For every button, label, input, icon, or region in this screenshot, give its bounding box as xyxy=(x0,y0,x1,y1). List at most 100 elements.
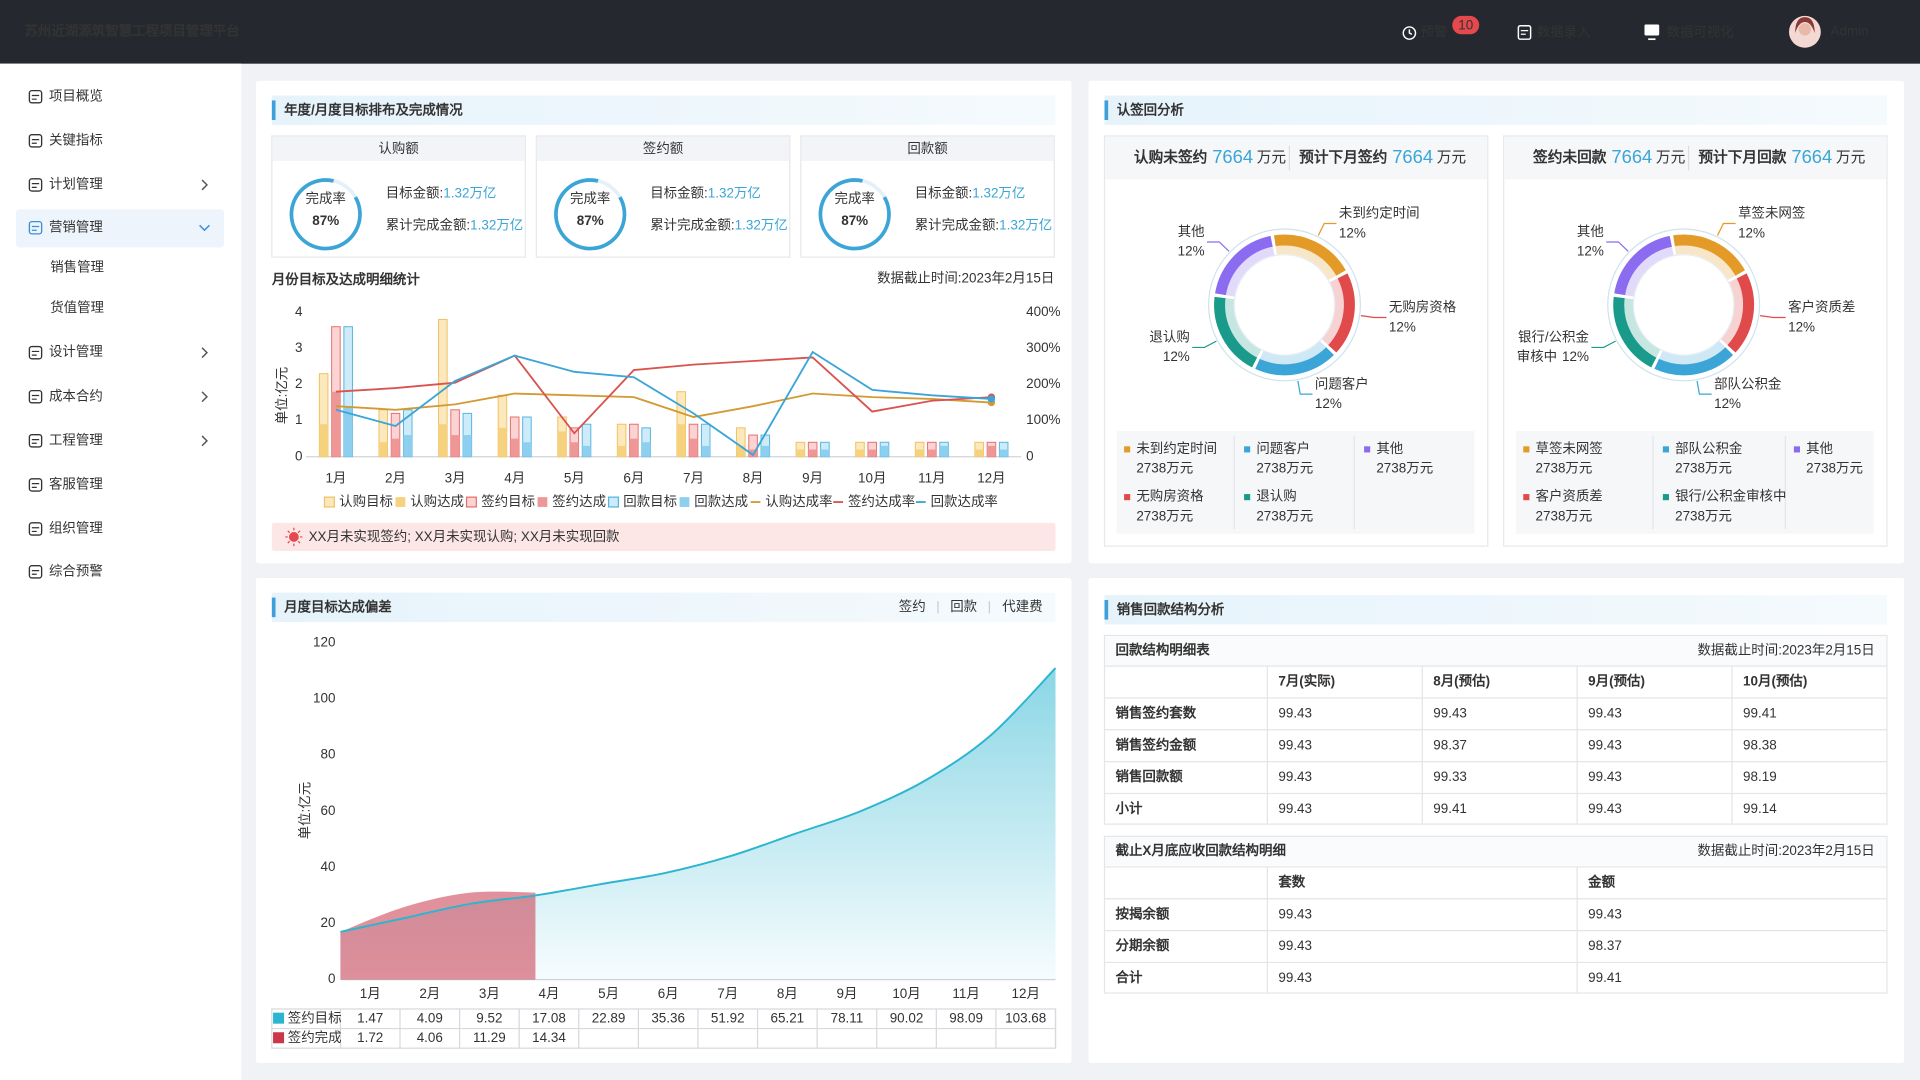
legend-label[interactable]: 回款达成 xyxy=(694,494,748,509)
menu-label[interactable]: 客服管理 xyxy=(49,475,103,491)
y-tick-label: 20 xyxy=(321,915,336,930)
menu-item[interactable]: 关键指标 xyxy=(28,132,103,148)
leader-line xyxy=(1606,241,1629,252)
legend-item[interactable]: 认购目标 xyxy=(323,494,393,509)
menu-item[interactable]: 设计管理 xyxy=(28,344,208,360)
legend-label[interactable]: 回款达成率 xyxy=(931,493,998,509)
legend-label[interactable]: 草签未网签 xyxy=(1536,440,1603,456)
rate-line xyxy=(335,350,992,457)
legend-label[interactable]: 客户资质差 xyxy=(1536,488,1603,504)
menu-icon xyxy=(31,570,40,575)
legend-item[interactable]: 部队公积金 2738万元 xyxy=(1662,441,1743,476)
table-cell: 99.43 xyxy=(1278,801,1312,816)
legend-item[interactable]: 退认购 2738万元 xyxy=(1244,489,1313,524)
panel-title: 年度/月度目标排布及完成情况 xyxy=(284,101,463,117)
stat-value: 1.32万亿 xyxy=(470,217,523,232)
legend-label[interactable]: 回款目标 xyxy=(623,494,677,509)
tab[interactable]: 签约 xyxy=(899,598,926,614)
stat-label: 累计完成金额: xyxy=(650,217,734,232)
menu-label[interactable]: 设计管理 xyxy=(49,344,103,359)
legend-item[interactable]: 无购房资格 2738万元 xyxy=(1124,489,1204,524)
menu-item[interactable]: 计划管理 xyxy=(28,176,208,192)
donut-label-pct: 12% xyxy=(1163,349,1190,364)
leader-line xyxy=(1297,380,1313,395)
legend-item[interactable]: 其他 2738万元 xyxy=(1793,441,1863,476)
menu-item[interactable]: 组织管理 xyxy=(28,521,103,536)
gauge-label: 完成率 xyxy=(306,190,346,206)
legend-label[interactable]: 签约达成 xyxy=(552,493,606,509)
stat-value: 1.32万亿 xyxy=(735,217,788,232)
legend-label[interactable]: 认购目标 xyxy=(339,494,393,509)
legend-label[interactable]: 退认购 xyxy=(1256,489,1296,504)
nav-item[interactable]: 数据录入 xyxy=(1517,25,1591,40)
menu-label[interactable]: 综合预警 xyxy=(49,563,103,578)
legend-item[interactable]: 未到约定时间 2738万元 xyxy=(1124,441,1217,476)
menu-label[interactable]: 工程管理 xyxy=(49,432,103,447)
legend-label[interactable]: 认购达成 xyxy=(410,494,464,509)
stat-value: 7664 xyxy=(1212,146,1253,167)
nav-label[interactable]: 数据可视化 xyxy=(1667,25,1734,40)
nav-item[interactable]: 预警 10 xyxy=(1402,15,1480,40)
legend-label[interactable]: 问题客户 xyxy=(1256,440,1310,456)
menu-item[interactable]: 营销管理 xyxy=(15,209,225,248)
menu-item[interactable]: 工程管理 xyxy=(28,432,208,448)
legend-item[interactable]: 草签未网签 2738万元 xyxy=(1523,440,1603,476)
legend-item[interactable]: 客户资质差 2738万元 xyxy=(1523,488,1603,524)
legend-item[interactable]: 其他 2738万元 xyxy=(1364,441,1433,476)
menu-label[interactable]: 关键指标 xyxy=(49,132,103,147)
menu-item[interactable]: 成本合约 xyxy=(28,388,208,404)
legend-item[interactable]: 签约目标 xyxy=(465,493,536,509)
menu-label[interactable]: 营销管理 xyxy=(49,219,103,234)
tab[interactable]: 回款 xyxy=(950,599,977,614)
menu-item[interactable]: 综合预警 xyxy=(28,563,103,579)
nav-label[interactable]: 预警 xyxy=(1420,25,1447,40)
menu-label[interactable]: 成本合约 xyxy=(49,388,103,403)
user-name[interactable]: Admin xyxy=(1831,23,1869,38)
table-cell: 4.09 xyxy=(417,1010,443,1025)
legend-amount: 2738万元 xyxy=(1256,508,1313,523)
bar xyxy=(820,449,830,457)
donut-label: 12% xyxy=(1788,319,1815,334)
menu-item[interactable]: 客服管理 xyxy=(28,475,103,492)
legend-label[interactable]: 银行/公积金审核中 xyxy=(1675,489,1786,504)
legend-label[interactable]: 其他 xyxy=(1376,441,1403,456)
legend-label[interactable]: 无购房资格 xyxy=(1136,489,1204,504)
y-tick-label: 60 xyxy=(321,803,336,818)
donut-label-pct: 12% xyxy=(1178,243,1205,258)
tab[interactable]: 代建费 xyxy=(1002,599,1042,614)
legend-item[interactable]: 回款目标 xyxy=(607,494,678,509)
legend-label[interactable]: 认购达成率 xyxy=(765,493,832,509)
legend-item[interactable]: 回款达成 xyxy=(679,494,749,509)
legend-label[interactable]: 签约目标 xyxy=(481,493,535,509)
table-cell: 17.08 xyxy=(532,1010,566,1025)
submenu-label[interactable]: 销售管理 xyxy=(50,260,104,275)
legend-label[interactable]: 部队公积金 xyxy=(1675,441,1743,456)
legend-item[interactable]: 签约达成率 xyxy=(833,493,915,509)
nav-item[interactable]: 数据可视化 xyxy=(1644,24,1734,41)
legend-item[interactable]: 问题客户 2738万元 xyxy=(1244,440,1313,476)
bar xyxy=(463,435,472,457)
legend-item[interactable]: 银行/公积金审核中 2738万元 xyxy=(1662,489,1787,524)
legend-item[interactable]: 签约达成 xyxy=(537,493,607,509)
legend-item[interactable]: 认购达成率 xyxy=(750,493,833,509)
table-cell: 98.38 xyxy=(1743,737,1777,752)
legend-label[interactable]: 其他 xyxy=(1806,441,1833,456)
menu-label[interactable]: 项目概览 xyxy=(49,88,103,103)
menu-label[interactable]: 组织管理 xyxy=(49,521,103,536)
menu-icon xyxy=(28,345,43,360)
bar xyxy=(761,445,770,457)
donut-label-name: 客户资质差 xyxy=(1788,298,1855,314)
legend-label[interactable]: 签约达成率 xyxy=(848,493,915,509)
chevron xyxy=(201,347,208,359)
bar xyxy=(570,442,579,457)
menu-label[interactable]: 计划管理 xyxy=(49,176,103,191)
legend-item[interactable]: 认购达成 xyxy=(395,494,465,509)
legend-item[interactable]: 回款达成率 xyxy=(915,493,998,509)
legend-label[interactable]: 未到约定时间 xyxy=(1136,441,1217,456)
warning-icon-rays xyxy=(285,527,303,547)
title-accent xyxy=(1104,600,1109,620)
donut-label: 12% xyxy=(1178,243,1205,258)
submenu-label[interactable]: 货值管理 xyxy=(50,299,104,315)
menu-item[interactable]: 项目概览 xyxy=(28,88,103,104)
nav-label[interactable]: 数据录入 xyxy=(1537,25,1591,40)
